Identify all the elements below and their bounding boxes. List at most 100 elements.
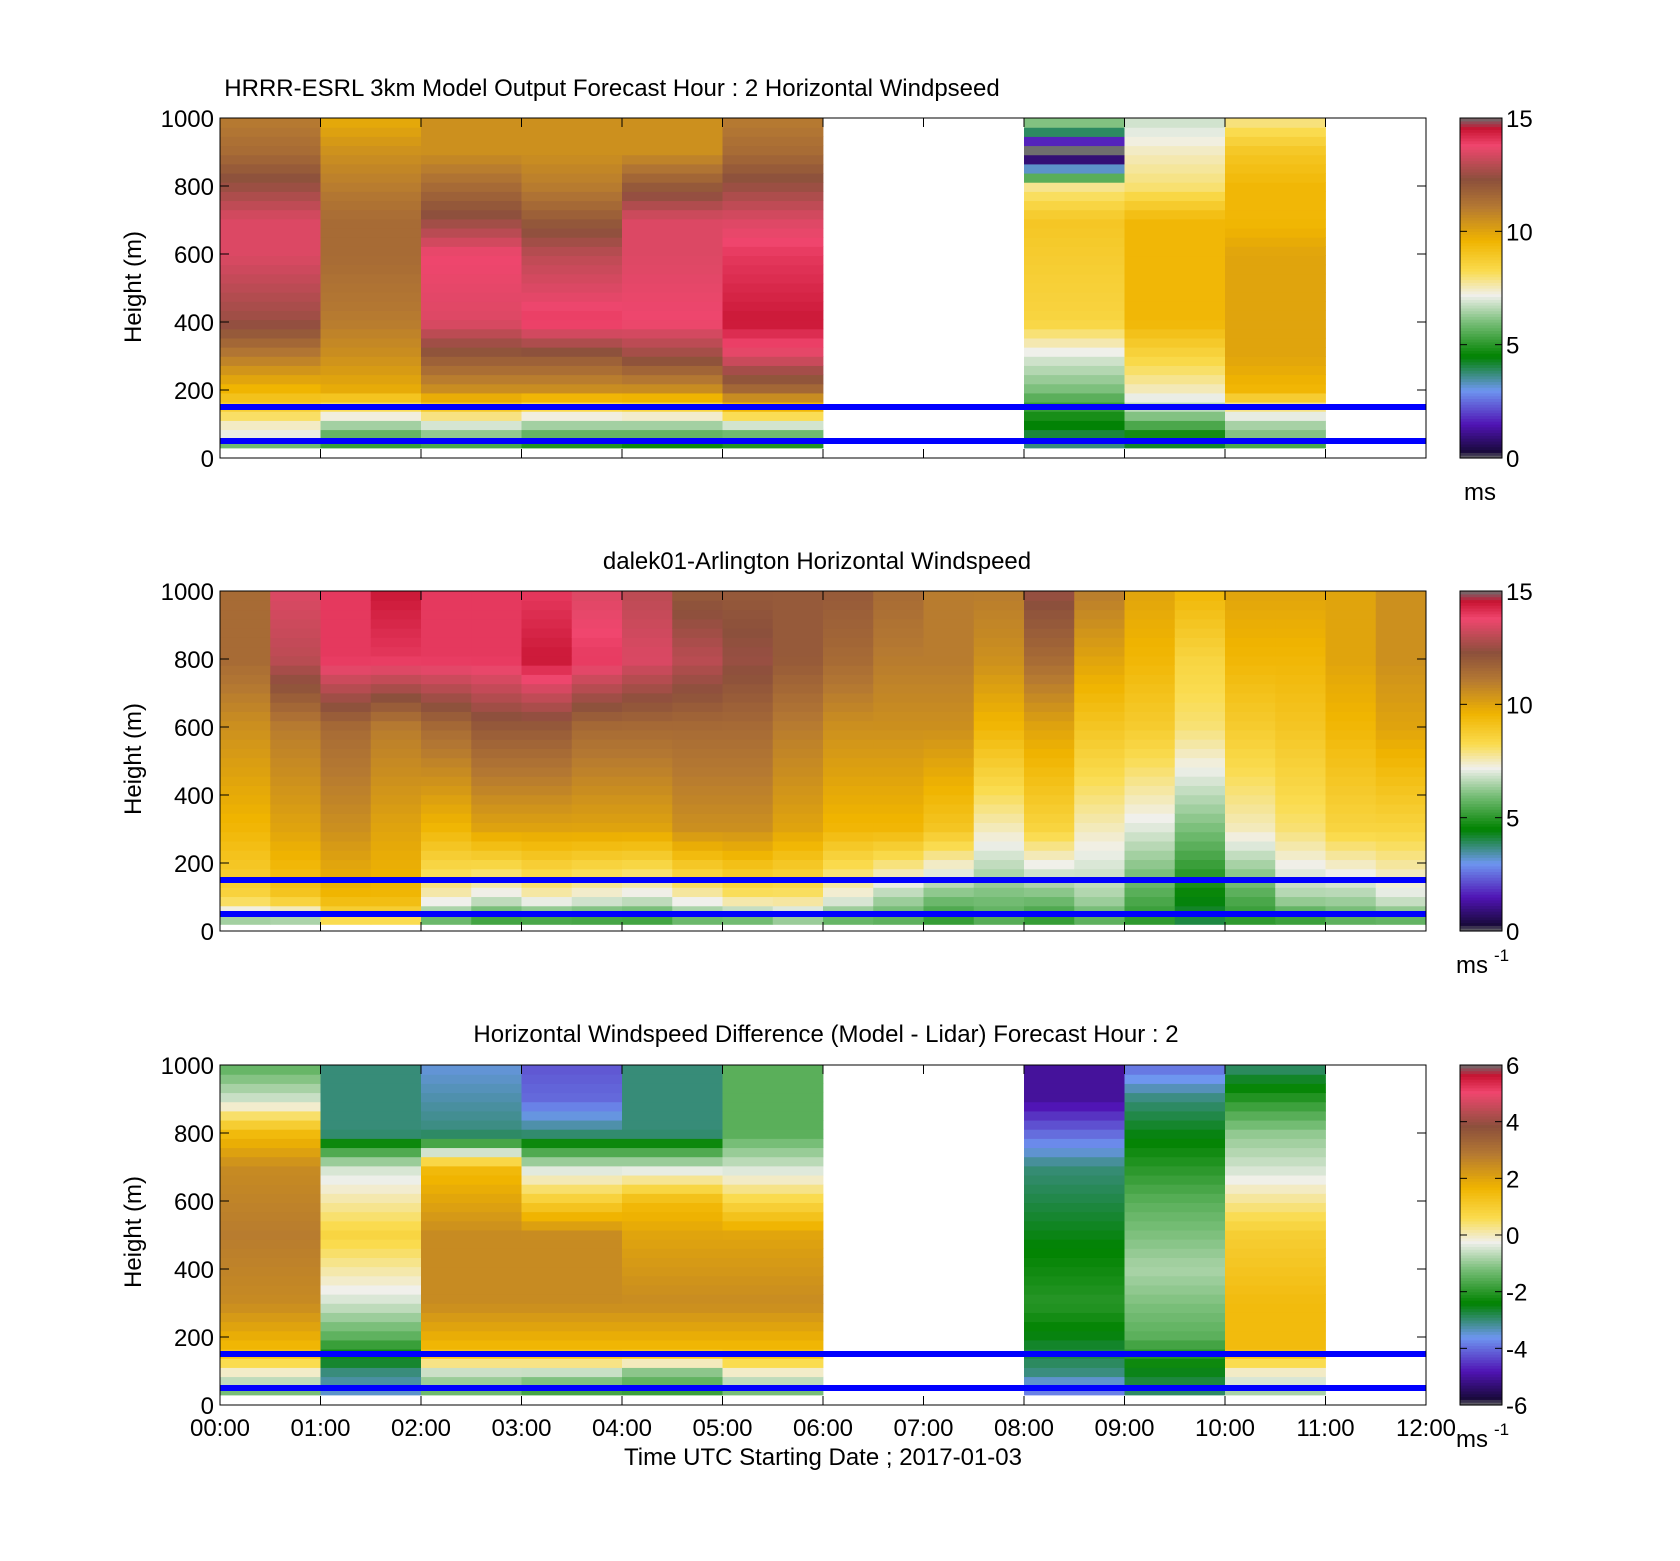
panel-lidar-cell (772, 887, 824, 898)
panel-model-colorbar-segment (1460, 268, 1502, 272)
panel-lidar-cell (421, 822, 472, 833)
panel-lidar-cell (1325, 766, 1377, 777)
panel-model-column (1225, 118, 1326, 449)
panel-lidar-colorbar-segment (1460, 772, 1502, 776)
panel-model-cell (1225, 200, 1326, 211)
panel-lidar-cell (421, 813, 472, 823)
panel-difference-cell (220, 1184, 321, 1194)
panel-lidar-cell (1325, 905, 1377, 916)
panel-lidar-cell (823, 813, 874, 823)
panel-lidar-cell (1024, 831, 1075, 842)
panel-model-colorbar-segment (1460, 404, 1502, 408)
panel-lidar-cell (823, 859, 874, 870)
panel-lidar-cell (1124, 637, 1176, 648)
panel-lidar-cell (973, 720, 1025, 731)
panel-lidar-cell (421, 850, 472, 861)
panel-lidar-cell (873, 831, 924, 842)
panel-difference-colorbar-segment (1460, 1359, 1502, 1364)
panel-model-cell (320, 218, 422, 229)
panel-lidar-cell (1124, 896, 1176, 907)
panel-lidar-cell (370, 646, 422, 657)
panel-model-cell (722, 365, 824, 376)
panel-lidar-cell (1024, 905, 1075, 916)
panel-lidar-cell (1074, 683, 1125, 694)
panel-lidar-colorbar-segment (1460, 817, 1502, 822)
panel-model-cell (1024, 282, 1125, 293)
panel-difference-cell (320, 1092, 422, 1103)
panel-lidar-cell (471, 692, 522, 703)
panel-model-cell (1124, 429, 1226, 440)
panel-model-column (421, 118, 522, 449)
panel-lidar-colorbar-segment (1460, 812, 1502, 816)
panel-model-cell (1225, 191, 1326, 202)
panel-lidar-cell (622, 859, 673, 870)
panel-lidar-colorbar-segment (1460, 795, 1502, 799)
panel-difference-colorbar-segment (1460, 1084, 1502, 1089)
panel-lidar-cell (571, 665, 623, 675)
panel-model-colorbar-segment (1460, 154, 1502, 159)
panel-lidar-cell (471, 776, 522, 786)
panel-lidar-cell (270, 757, 321, 768)
panel-difference-cell (622, 1147, 723, 1158)
panel-model-cell (421, 310, 522, 321)
panel-lidar-cell (521, 859, 573, 870)
panel-lidar-cell (1275, 637, 1326, 648)
panel-lidar-column (1124, 591, 1176, 925)
panel-model-y-tick-label: 800 (174, 174, 214, 201)
panel-difference-cell (1024, 1339, 1125, 1350)
panel-lidar-cell (521, 831, 573, 842)
panel-model-colorbar-segment (1460, 296, 1502, 300)
panel-lidar-cell (1174, 628, 1226, 638)
panel-lidar-cell (1275, 748, 1326, 759)
panel-difference-cell (220, 1312, 321, 1323)
panel-lidar-cell (421, 766, 472, 777)
panel-lidar-cell (672, 813, 723, 823)
panel-model-colorbar-segment (1460, 152, 1502, 156)
panel-model-cell (1124, 127, 1226, 137)
panel-difference-cell (320, 1376, 422, 1387)
panel-lidar-cell (672, 905, 723, 916)
panel-difference-colorbar-segment (1460, 1294, 1502, 1298)
panel-lidar-colorbar-segment (1460, 916, 1502, 921)
panel-lidar-cell (1024, 692, 1075, 703)
panel-lidar-cell (1375, 683, 1427, 694)
panel-model-colorbar-segment (1460, 288, 1502, 292)
panel-model-colorbar-segment (1460, 273, 1502, 278)
panel-lidar-cell (823, 896, 874, 907)
panel-difference-colorbar-segment (1460, 1269, 1502, 1273)
panel-model-cell (1225, 227, 1326, 238)
panel-difference-cell (622, 1257, 723, 1268)
panel-difference-cell (622, 1074, 723, 1084)
panel-model-cell (1024, 182, 1125, 192)
panel-lidar-colorbar-segment (1460, 885, 1502, 890)
panel-lidar-cell (1275, 683, 1326, 694)
panel-lidar-cell (823, 665, 874, 675)
panel-lidar-cell (622, 840, 673, 851)
panel-lidar-cell (1225, 655, 1276, 666)
panel-lidar-cell (923, 628, 975, 638)
panel-lidar-cell (521, 646, 573, 657)
panel-model-cell (1024, 255, 1125, 266)
panel-lidar-cell (722, 840, 774, 851)
panel-lidar-cell (320, 868, 372, 879)
panel-lidar-ylabel: Height (m) (120, 703, 147, 815)
panel-difference-colorbar-segment (1460, 1362, 1502, 1366)
panel-lidar-cell (421, 628, 472, 638)
panel-difference-cell (421, 1129, 522, 1139)
panel-lidar-cell (772, 618, 824, 629)
panel-lidar-cell (873, 822, 924, 833)
panel-lidar-cell (823, 646, 874, 657)
panel-lidar-cell (1074, 840, 1125, 851)
panel-lidar-colorbar-segment (1460, 729, 1502, 734)
panel-difference-colorbar-segment (1460, 1379, 1502, 1383)
panel-lidar-cell (370, 665, 422, 675)
panel-difference-colorbar-segment (1460, 1167, 1502, 1171)
panel-lidar-cell (1124, 887, 1176, 898)
panel-model-colorbar-segment (1460, 231, 1502, 235)
panel-model-cell (1024, 383, 1125, 394)
panel-model-colorbar-segment (1460, 290, 1502, 295)
panel-lidar-cell (320, 785, 372, 796)
panel-difference-colorbar-segment (1460, 1110, 1502, 1114)
panel-lidar-cell (772, 655, 824, 666)
panel-lidar-cell (923, 859, 975, 870)
